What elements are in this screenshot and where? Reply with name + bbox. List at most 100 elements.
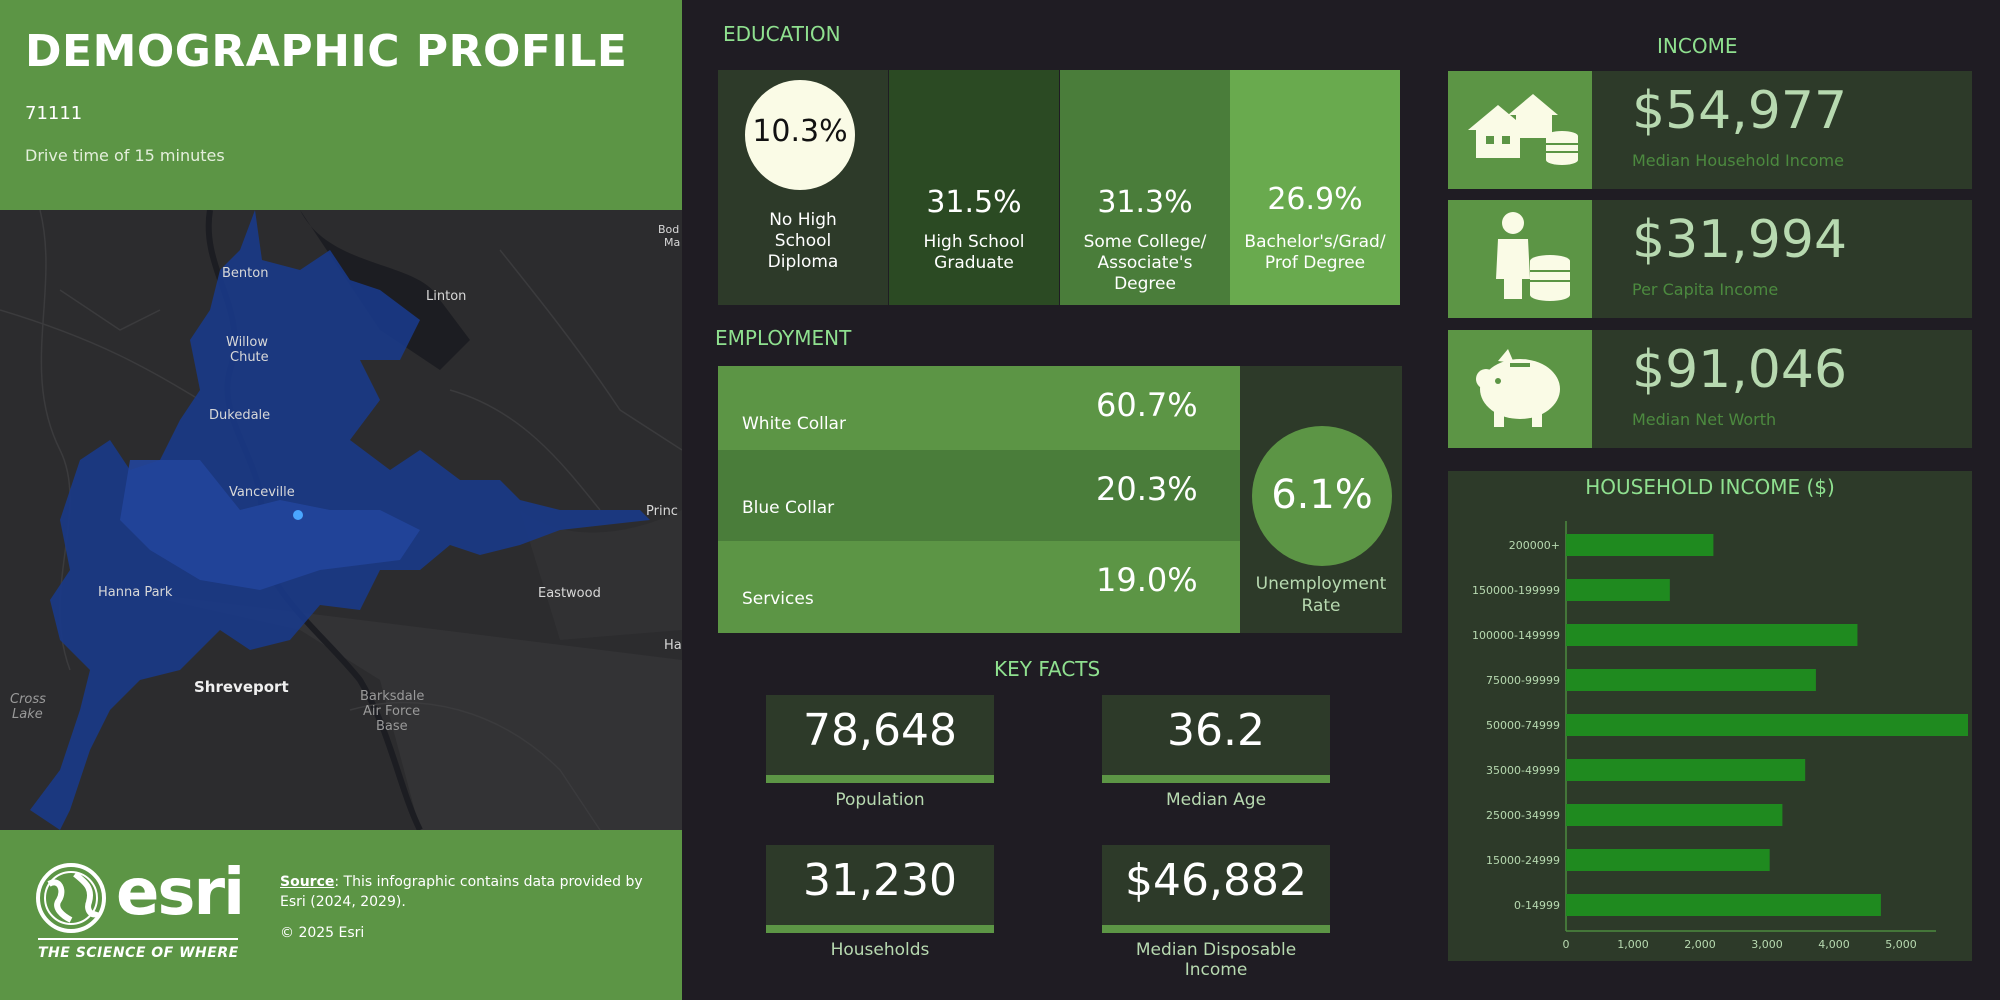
map-label-hanna-park: Hanna Park [98, 585, 173, 600]
drive-time: Drive time of 15 minutes [25, 146, 225, 165]
no-diploma-circle [745, 80, 855, 190]
key-fact-value: 31,230 [803, 855, 957, 906]
chart-category-label: 25000-34999 [1486, 809, 1560, 822]
piggy-bank-icon [1448, 330, 1592, 448]
income-card: $31,994 Per Capita Income [1448, 200, 1972, 318]
education-label-1: High School [923, 232, 1025, 252]
map-label-barksdale-1: Barksdale [360, 689, 425, 704]
income-value: $54,977 [1632, 81, 1848, 141]
income-title: INCOME [1657, 34, 1738, 58]
education-pct: 31.5% [926, 185, 1022, 220]
chart-category-label: 50000-74999 [1486, 719, 1560, 732]
chart-bar [1566, 759, 1806, 781]
chart-x-tick-label: 0 [1563, 938, 1570, 951]
education-label-3: Degree [1114, 274, 1176, 294]
income-value: $31,994 [1632, 210, 1848, 270]
map-label-lake: Lake [12, 707, 43, 722]
employment-row: Services 19.0% [718, 541, 1240, 633]
income-label: Per Capita Income [1632, 280, 1779, 299]
esri-globe-icon [36, 863, 106, 933]
source-note: Source: This infographic contains data p… [280, 872, 660, 912]
map-label-linton: Linton [426, 289, 467, 304]
chart-category-label: 35000-49999 [1486, 764, 1560, 777]
employment-row: Blue Collar 20.3% [718, 450, 1240, 541]
chart-category-label: 100000-149999 [1472, 629, 1560, 642]
map-label-eastwood: Eastwood [538, 586, 601, 601]
chart-category-label: 200000+ [1509, 539, 1560, 552]
footer-panel [0, 830, 682, 1000]
chart-category-label: 75000-99999 [1486, 674, 1560, 687]
key-fact-value: $46,882 [1125, 855, 1307, 906]
map-label-benton: Benton [222, 266, 269, 281]
chart-category-label: 15000-24999 [1486, 854, 1560, 867]
chart-bar [1566, 579, 1670, 601]
map-label-barksdale-3: Base [376, 719, 408, 734]
key-fact-value: 36.2 [1167, 705, 1265, 756]
employment-row: White Collar 60.7% [718, 366, 1240, 450]
chart-title: HOUSEHOLD INCOME ($) [1585, 475, 1835, 499]
chart-bar [1566, 804, 1783, 826]
map-label-willow: Willow [226, 335, 268, 350]
copyright: © 2025 Esri [280, 925, 365, 941]
chart-category-label: 0-14999 [1514, 899, 1560, 912]
chart-bar [1566, 624, 1858, 646]
unemployment-panel: 6.1% Unemployment Rate [1240, 366, 1402, 633]
key-fact-value: 78,648 [803, 705, 957, 756]
chart-x-tick-label: 4,000 [1818, 938, 1850, 951]
source-link[interactable]: Source [280, 874, 335, 890]
key-fact-box: 36.2 [1102, 695, 1330, 783]
chart-bar [1566, 714, 1968, 736]
education-pct: 31.3% [1097, 185, 1193, 220]
education-item: 31.3% Some College/Associate's Degree [1060, 70, 1230, 305]
income-body: $54,977 Median Household Income [1592, 71, 1972, 189]
key-facts-title: KEY FACTS [994, 657, 1101, 681]
chart-bar [1566, 849, 1770, 871]
esri-logo-text: esri [116, 856, 245, 930]
house-coins-icon [1448, 71, 1592, 189]
chart-bar [1566, 894, 1881, 916]
education-pct: 10.3% [752, 114, 848, 149]
income-card: $91,046 Median Net Worth [1448, 330, 1972, 448]
education-item: 31.5% High School Graduate [889, 70, 1059, 305]
source-text: : This infographic contains data provide… [280, 874, 643, 910]
income-body: $31,994 Per Capita Income [1592, 200, 1972, 318]
unemployment-label-2: Rate [1301, 596, 1341, 616]
income-body: $91,046 Median Net Worth [1592, 330, 1972, 448]
map-label-dukedale: Dukedale [209, 408, 271, 423]
header-panel: DEMOGRAPHIC PROFILE 71111 Drive time of … [0, 0, 682, 210]
unemployment-circle [1252, 426, 1392, 566]
income-label: Median Net Worth [1632, 410, 1777, 429]
education-label-2: Prof Degree [1264, 253, 1366, 273]
map-label-shreveport: Shreveport [194, 678, 289, 696]
employment-pct: 20.3% [1096, 470, 1198, 508]
education-label-1: Some College/ [1083, 232, 1207, 252]
map-label-bod: Bod [658, 223, 680, 236]
income-card: $54,977 Median Household Income [1448, 71, 1972, 189]
employment-title: EMPLOYMENT [715, 326, 852, 350]
education-label-1: No High [769, 210, 837, 230]
education-item: 26.9% Bachelor's/Grad/Prof Degree [1230, 70, 1400, 305]
map-label-princ: Princ [646, 504, 678, 519]
chart-x-tick-label: 2,000 [1684, 938, 1716, 951]
education-label-1: Bachelor's/Grad/ [1244, 232, 1386, 252]
key-fact-label: Median Disposable Income [1135, 940, 1297, 980]
employment-label: White Collar [742, 414, 846, 434]
chart-x-tick-label: 3,000 [1751, 938, 1783, 951]
unemployment-rate: 6.1% [1271, 472, 1373, 518]
chart-x-tick-label: 1,000 [1617, 938, 1649, 951]
key-fact-label: Population [835, 790, 925, 810]
map-canvas [0, 210, 682, 830]
employment-label: Services [742, 589, 814, 609]
education-title: EDUCATION [723, 22, 841, 46]
map-label-ha: Ha [664, 638, 682, 653]
drive-time-area [30, 210, 650, 830]
location-pin-icon [293, 510, 303, 520]
person-coins-icon [1448, 200, 1592, 318]
chart-bar [1566, 534, 1714, 556]
education-label-2: Associate's [1097, 253, 1193, 273]
map-label-ma: Ma [664, 236, 681, 249]
map-view[interactable]: Benton Linton Willow Chute Dukedale Vanc… [0, 210, 682, 830]
esri-tagline: THE SCIENCE OF WHERE [38, 945, 239, 961]
education-pct: 26.9% [1267, 182, 1363, 217]
income-value: $91,046 [1632, 340, 1848, 400]
